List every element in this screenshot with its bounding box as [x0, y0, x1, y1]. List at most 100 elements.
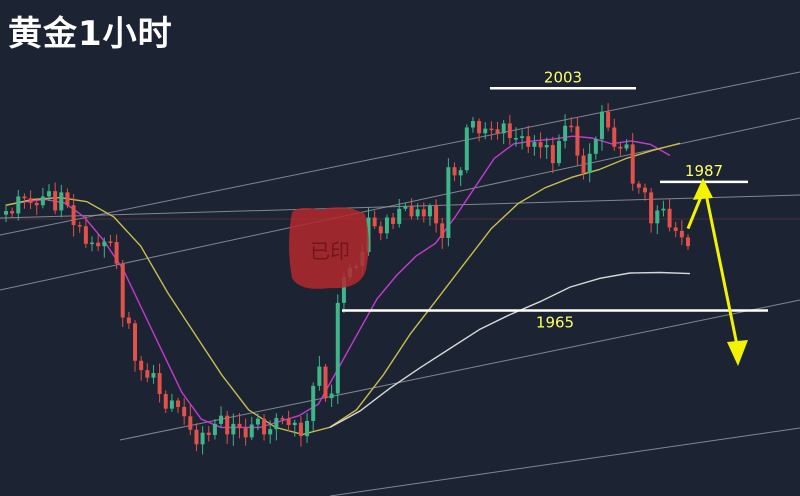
candle [624, 139, 629, 152]
candle [90, 236, 95, 252]
candle [108, 234, 113, 247]
candle-body [206, 432, 211, 435]
candle [372, 210, 377, 230]
candle-body [145, 370, 150, 378]
candle [532, 135, 537, 156]
candle-body [16, 196, 21, 214]
stamp-watermark: 已印 [289, 207, 369, 289]
trendline [0, 194, 800, 219]
candle-body [452, 167, 457, 176]
candle [262, 414, 267, 441]
candle-body [255, 418, 260, 425]
candle-body [661, 208, 666, 211]
candle-body [77, 225, 82, 227]
candle-body [415, 209, 420, 217]
candle [4, 204, 8, 223]
candle [642, 183, 647, 201]
candle-body [237, 423, 242, 428]
candle-body [440, 223, 445, 238]
candle [311, 382, 316, 431]
candle [581, 148, 586, 180]
candle [286, 410, 291, 432]
candle [569, 117, 574, 133]
candle [477, 118, 482, 142]
candle [274, 413, 279, 441]
candle-body [71, 205, 76, 226]
candle [606, 103, 611, 132]
projection-arrows [686, 177, 748, 366]
candle [526, 125, 531, 153]
candle-body [434, 205, 439, 224]
candle [458, 167, 463, 186]
candle-body [642, 187, 647, 193]
candle [298, 416, 303, 447]
candle [268, 420, 273, 444]
candle-body [587, 153, 592, 174]
candle [501, 119, 506, 145]
candle-body [446, 167, 451, 238]
candle-body [96, 242, 101, 247]
candle-body [305, 420, 310, 437]
candle-body [489, 128, 494, 131]
candle-body [59, 192, 64, 211]
trendline [0, 71, 800, 236]
candle [53, 182, 58, 215]
candle-body [212, 423, 217, 435]
candle-body [569, 125, 574, 128]
candle-body [563, 125, 568, 141]
trendline [329, 427, 800, 496]
level-2003: 2003 [490, 68, 636, 90]
candle-body [384, 217, 389, 234]
candle-body [655, 210, 660, 224]
candle [415, 203, 420, 220]
candle [636, 180, 641, 194]
candle-body [280, 418, 285, 420]
candle [335, 294, 340, 404]
candle-body [83, 226, 88, 244]
candle [22, 193, 27, 209]
candle-body [219, 415, 224, 424]
candle [403, 202, 408, 212]
candle-body [194, 429, 199, 445]
level-label: 1965 [536, 313, 574, 331]
candle [194, 423, 199, 452]
candle [452, 162, 457, 182]
candle-body [477, 121, 482, 134]
candle-body [599, 111, 604, 140]
candle [612, 118, 617, 151]
candle [34, 197, 39, 215]
candle [126, 311, 131, 329]
candle-body [169, 400, 174, 409]
candle [169, 393, 174, 412]
candle-body [108, 241, 113, 243]
candle-body [495, 129, 500, 134]
candle-body [53, 191, 58, 211]
candle [686, 234, 690, 251]
candle-body [133, 323, 138, 361]
candle [280, 415, 285, 425]
candle-body [550, 145, 555, 164]
arrow-down-head [727, 340, 748, 366]
candle-body [520, 136, 525, 138]
candle-body [409, 206, 414, 217]
candle [649, 187, 654, 233]
candle-body [249, 424, 254, 438]
candle [489, 121, 494, 141]
candle-body [22, 196, 27, 199]
candle-body [28, 198, 33, 203]
candle-body [335, 302, 340, 394]
candle [384, 214, 389, 239]
candle [59, 184, 64, 218]
candle [237, 412, 242, 439]
candle-body [378, 226, 383, 234]
candle [212, 419, 217, 440]
candle-body [10, 211, 15, 214]
level-label: 1987 [685, 162, 723, 180]
candle [83, 214, 88, 248]
candle [434, 199, 439, 233]
candle-body [243, 427, 248, 438]
candle-body [501, 123, 506, 134]
